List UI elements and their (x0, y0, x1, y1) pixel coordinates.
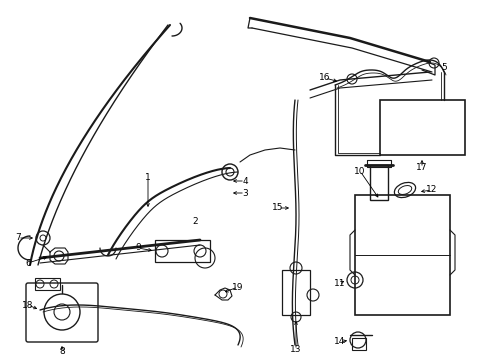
Text: 6: 6 (25, 258, 31, 267)
Text: 9: 9 (135, 243, 141, 252)
Text: 2: 2 (192, 217, 198, 226)
Text: 4: 4 (242, 176, 247, 185)
Text: 8: 8 (59, 347, 65, 356)
Text: 14: 14 (334, 338, 345, 346)
Bar (369, 165, 387, 200)
Text: 18: 18 (22, 301, 34, 310)
Text: 7: 7 (15, 234, 21, 243)
Text: 10: 10 (353, 166, 365, 175)
Text: 15: 15 (272, 203, 283, 212)
Bar (35, 278, 60, 290)
Bar (282, 270, 309, 315)
Text: 1: 1 (145, 172, 151, 181)
Bar (354, 195, 449, 315)
Text: 11: 11 (334, 279, 345, 288)
Text: 13: 13 (290, 346, 301, 355)
Text: 12: 12 (426, 185, 437, 194)
Bar (379, 100, 464, 155)
Text: 17: 17 (415, 163, 427, 172)
Text: 19: 19 (232, 283, 243, 292)
Bar (351, 338, 365, 350)
Text: 5: 5 (440, 63, 446, 72)
Bar (155, 240, 209, 262)
Text: 16: 16 (319, 73, 330, 82)
Text: 3: 3 (242, 189, 247, 198)
